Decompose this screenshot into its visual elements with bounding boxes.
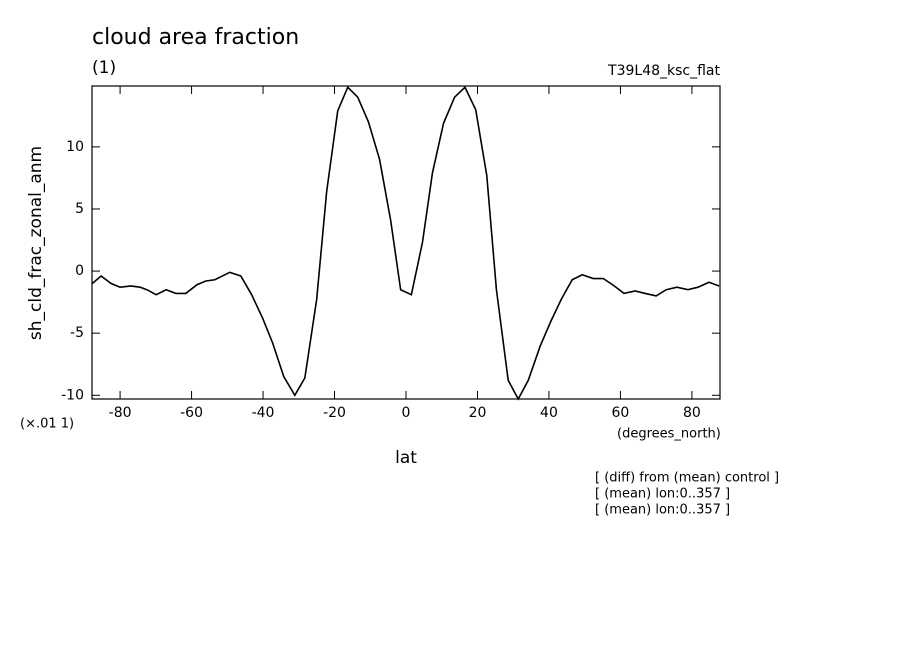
y-tick-label: -10 [61, 387, 84, 403]
x-unit: (degrees_north) [617, 427, 721, 442]
x-tick-label: 20 [469, 405, 487, 421]
x-tick-label: 0 [402, 405, 411, 421]
note: [ (diff) from (mean) control ] [595, 471, 779, 486]
chart-title: cloud area fraction [92, 25, 299, 50]
x-tick-label: -40 [252, 405, 275, 421]
y-tick-label: 5 [75, 201, 84, 217]
y-tick-label: 0 [75, 263, 84, 279]
y-unit: (×.01 1) [20, 417, 74, 432]
x-tick-label: 40 [540, 405, 558, 421]
x-tick-label: -80 [109, 405, 132, 421]
y-axis-label: sh_cld_frac_zonal_anm [26, 146, 46, 340]
note: [ (mean) lon:0..357 ] [595, 503, 730, 518]
run-label: T39L48_ksc_flat [607, 63, 720, 79]
note: [ (mean) lon:0..357 ] [595, 487, 730, 502]
x-tick-label: 60 [612, 405, 630, 421]
x-tick-label: -20 [323, 405, 346, 421]
chart-subtitle: (1) [92, 58, 116, 78]
y-tick-label: 10 [66, 139, 84, 155]
x-axis-label: lat [395, 448, 417, 468]
data-line [91, 85, 720, 401]
x-tick-label: -60 [180, 405, 203, 421]
x-tick-label: 80 [683, 405, 701, 421]
y-tick-label: -5 [70, 325, 84, 341]
